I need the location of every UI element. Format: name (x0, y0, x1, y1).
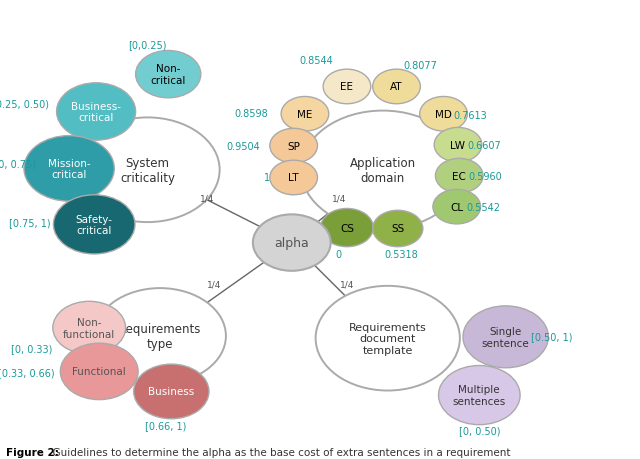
Circle shape (136, 51, 201, 99)
Text: SS: SS (391, 224, 404, 234)
Text: Guidelines to determine the alpha as the base cost of extra sentences in a requi: Guidelines to determine the alpha as the… (46, 447, 511, 457)
Circle shape (372, 211, 423, 247)
Text: AT: AT (390, 82, 403, 92)
Text: [0.50, 0.75): [0.50, 0.75) (0, 158, 36, 168)
Text: EC: EC (452, 171, 466, 181)
Circle shape (435, 159, 483, 194)
Circle shape (316, 286, 460, 391)
Text: [0.75, 1): [0.75, 1) (10, 218, 51, 228)
Text: ME: ME (297, 110, 312, 119)
Text: 0.8598: 0.8598 (234, 109, 268, 118)
Text: Business-
critical: Business- critical (71, 101, 121, 123)
Text: Figure 2:: Figure 2: (6, 447, 60, 457)
Text: CL: CL (450, 202, 463, 212)
Text: SP: SP (287, 141, 300, 151)
Text: Application
domain: Application domain (349, 157, 416, 185)
Circle shape (270, 129, 317, 163)
Text: 0.5318: 0.5318 (385, 249, 419, 259)
Text: 0.8077: 0.8077 (403, 61, 437, 70)
Text: Business: Business (148, 386, 195, 397)
Text: alpha: alpha (275, 236, 309, 250)
Circle shape (321, 209, 373, 247)
Text: [0.66, 1): [0.66, 1) (145, 420, 186, 430)
Circle shape (270, 161, 317, 196)
Text: Mission-
critical: Mission- critical (48, 158, 90, 180)
Text: MD: MD (435, 110, 452, 119)
Circle shape (53, 302, 125, 354)
Circle shape (76, 118, 220, 223)
Text: EE: EE (340, 82, 353, 92)
Text: Non-
functional: Non- functional (63, 317, 115, 339)
Circle shape (301, 112, 464, 230)
Circle shape (438, 366, 520, 425)
Text: 0.9504: 0.9504 (227, 141, 260, 151)
Text: Requirements
document
template: Requirements document template (349, 322, 427, 355)
Circle shape (434, 128, 482, 162)
Text: Multiple
sentences: Multiple sentences (452, 385, 506, 406)
Circle shape (372, 70, 420, 105)
Text: [0, 0.50): [0, 0.50) (459, 425, 500, 435)
Text: 0: 0 (336, 249, 342, 259)
Circle shape (253, 215, 331, 271)
Circle shape (463, 306, 548, 368)
Text: LT: LT (289, 173, 299, 183)
Text: [0.50, 1): [0.50, 1) (531, 331, 573, 341)
Text: CS: CS (340, 223, 354, 233)
Text: [0,0.25): [0,0.25) (127, 39, 166, 50)
Text: 1/4: 1/4 (340, 280, 354, 288)
Circle shape (24, 136, 115, 202)
Circle shape (60, 343, 138, 400)
Circle shape (94, 288, 226, 384)
Text: 0.7613: 0.7613 (454, 111, 488, 120)
Circle shape (323, 70, 371, 105)
Text: Safety-
critical: Safety- critical (76, 214, 113, 235)
Text: [0, 0.33): [0, 0.33) (11, 343, 52, 353)
Text: 0.6607: 0.6607 (467, 140, 501, 151)
Text: 0.5960: 0.5960 (468, 171, 502, 181)
Text: 1/4: 1/4 (207, 280, 222, 288)
Circle shape (54, 196, 135, 254)
Text: Non-
critical: Non- critical (150, 64, 186, 86)
Text: 1: 1 (264, 173, 270, 183)
Text: 1/4: 1/4 (200, 195, 214, 203)
Text: Single
sentence: Single sentence (482, 326, 529, 348)
Circle shape (420, 97, 467, 132)
Text: Requirements
type: Requirements type (119, 322, 201, 350)
Text: LW: LW (451, 140, 465, 151)
Text: [0.25, 0.50): [0.25, 0.50) (0, 99, 49, 109)
Circle shape (281, 97, 329, 132)
Text: Functional: Functional (72, 367, 126, 376)
Text: [0.33, 0.66): [0.33, 0.66) (0, 368, 55, 377)
Circle shape (56, 84, 136, 141)
Circle shape (134, 364, 209, 419)
Text: System
criticality: System criticality (120, 157, 175, 185)
Text: 0.5542: 0.5542 (466, 202, 500, 212)
Text: 0.8544: 0.8544 (300, 56, 333, 66)
Circle shape (433, 190, 481, 224)
Text: 1/4: 1/4 (332, 195, 346, 203)
